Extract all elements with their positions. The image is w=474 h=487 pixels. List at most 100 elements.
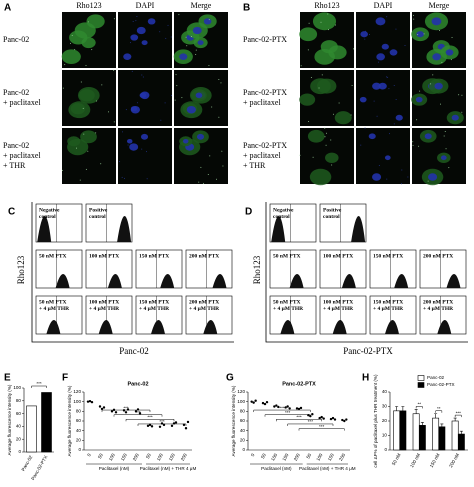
y-tick-label: 40 — [76, 428, 82, 433]
cell — [79, 89, 95, 102]
histogram-label: + 4 μM THR — [89, 306, 120, 312]
y-tick-label: 0 — [78, 447, 81, 452]
histogram — [420, 320, 466, 334]
significance-bracket — [101, 409, 151, 413]
data-point — [261, 401, 265, 405]
cell — [61, 49, 81, 65]
histogram-label: + 4 μM THR — [189, 306, 220, 312]
nucleus — [416, 31, 424, 38]
nucleus — [147, 18, 156, 25]
panel-label: A — [4, 3, 11, 14]
speck — [376, 57, 378, 59]
data-point — [170, 424, 174, 428]
histogram — [186, 274, 232, 288]
speck — [123, 177, 125, 179]
speck — [308, 22, 310, 24]
data-point — [162, 423, 166, 427]
speck — [216, 178, 218, 180]
nucleus — [431, 17, 442, 26]
significance-label: *** — [159, 419, 165, 424]
x-tick-label: 100 — [270, 452, 278, 462]
data-point — [150, 425, 154, 428]
data-point — [134, 410, 138, 413]
speck — [211, 106, 213, 108]
nucleus — [140, 133, 149, 140]
histogram — [270, 320, 316, 334]
y-tick-label: 30 — [382, 404, 388, 409]
nucleus — [182, 138, 189, 144]
histogram-label: 150 nM PTX — [373, 253, 403, 259]
speck — [167, 24, 169, 26]
histogram-label: Positive — [323, 207, 342, 213]
row-label: + paclitaxel — [243, 98, 281, 107]
speck — [222, 165, 224, 167]
error-bar — [440, 423, 444, 427]
row-label: Panc-02-PTX — [243, 88, 287, 97]
nucleus — [384, 155, 391, 161]
data-point — [311, 413, 314, 416]
speck — [96, 100, 98, 102]
x-tick-label: 100 — [156, 452, 164, 462]
histogram-frame — [135, 249, 183, 289]
speck — [412, 141, 414, 143]
nucleus — [378, 82, 387, 90]
speck — [418, 145, 420, 147]
speck — [136, 15, 138, 17]
speck — [200, 166, 202, 168]
histogram-frame — [35, 295, 83, 335]
histogram — [36, 216, 82, 242]
legend-swatch — [417, 382, 425, 388]
speck — [176, 85, 178, 87]
error-bar — [434, 413, 438, 419]
significance-label: *** — [279, 405, 285, 410]
histogram-frame — [369, 249, 417, 289]
data-point — [174, 421, 178, 424]
histogram — [420, 274, 466, 288]
histogram-label: 150 nM PTX — [373, 299, 403, 305]
speck — [445, 148, 447, 150]
speck — [393, 84, 395, 86]
histogram — [370, 320, 416, 334]
speck — [186, 45, 188, 47]
row-label: + THR — [243, 161, 266, 170]
speck — [395, 28, 397, 30]
histogram-frame — [369, 295, 417, 335]
speck — [87, 21, 89, 23]
bar — [451, 420, 459, 451]
histogram — [270, 216, 316, 242]
histogram-label: + 4 μM THR — [139, 306, 170, 312]
speck — [451, 37, 453, 39]
speck — [439, 30, 441, 32]
speck — [461, 94, 463, 96]
y-tick-label: 80 — [16, 398, 22, 403]
data-point — [138, 412, 142, 415]
speck — [221, 150, 223, 152]
histogram — [320, 320, 366, 334]
speck — [135, 20, 137, 22]
nucleus — [372, 173, 382, 181]
nucleus — [196, 133, 205, 140]
x-tick-label: 150 — [168, 452, 176, 462]
speck — [458, 94, 460, 96]
histogram-label: + 4 μM THR — [39, 306, 70, 312]
y-axis-label: Rho123 — [252, 255, 262, 284]
significance-label: *** — [123, 405, 129, 410]
histogram-label: Positive — [89, 207, 108, 213]
histogram-label: 200 nM PTX — [189, 299, 219, 305]
group-label: Paclitaxel (nM) — [99, 466, 130, 471]
bar — [399, 410, 407, 451]
histogram-label: + 4 μM THR — [323, 306, 354, 312]
data-point — [331, 416, 335, 420]
speck — [432, 74, 434, 76]
data-point — [318, 416, 321, 420]
row-label: Panc-02 — [3, 141, 29, 150]
speck — [75, 147, 77, 149]
significance-label: *** — [36, 381, 42, 386]
speck — [365, 30, 367, 32]
nucleus — [440, 155, 447, 161]
histogram-label: 100 nM PTX — [89, 299, 119, 305]
speck — [121, 131, 123, 133]
nucleus — [197, 40, 204, 46]
legend-swatch — [417, 375, 425, 381]
row-label: Panc-02-PTX — [243, 35, 287, 44]
